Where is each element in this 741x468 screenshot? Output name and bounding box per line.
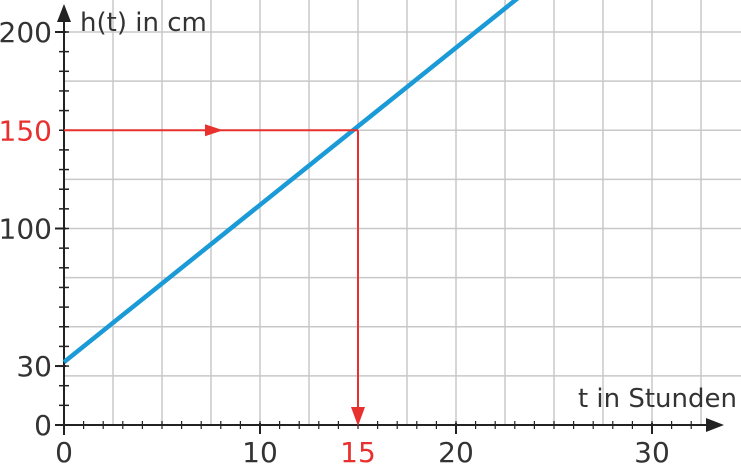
y-tick-label: 30 (16, 350, 52, 383)
x-tick-label: 20 (438, 436, 474, 468)
x-axis-arrow (706, 418, 724, 432)
x-tick-label: 30 (634, 436, 670, 468)
annotation-arrow-right (205, 124, 223, 137)
x-highlight-label: 15 (340, 436, 376, 468)
axes (56, 4, 724, 435)
annotation-arrow-down (351, 407, 365, 426)
x-tick-label: 10 (242, 436, 278, 468)
x-tick-label: 0 (55, 436, 73, 468)
y-axis-title: h(t) in cm (80, 8, 207, 38)
y-highlight-label: 150 (0, 114, 52, 147)
grid (64, 0, 741, 425)
y-tick-label: 100 (0, 213, 52, 246)
y-axis-arrow (57, 4, 71, 22)
ticks (55, 31, 712, 434)
labels: 0 30 100 200 150 0 10 20 30 15 h(t) in cm t in Stun… (0, 8, 737, 468)
series-line (62, 0, 520, 364)
annotation (64, 124, 365, 426)
x-axis-title: t in Stunden (578, 384, 737, 414)
series (62, 0, 520, 364)
y-tick-label: 0 (34, 409, 52, 442)
y-tick-label: 200 (0, 16, 52, 49)
